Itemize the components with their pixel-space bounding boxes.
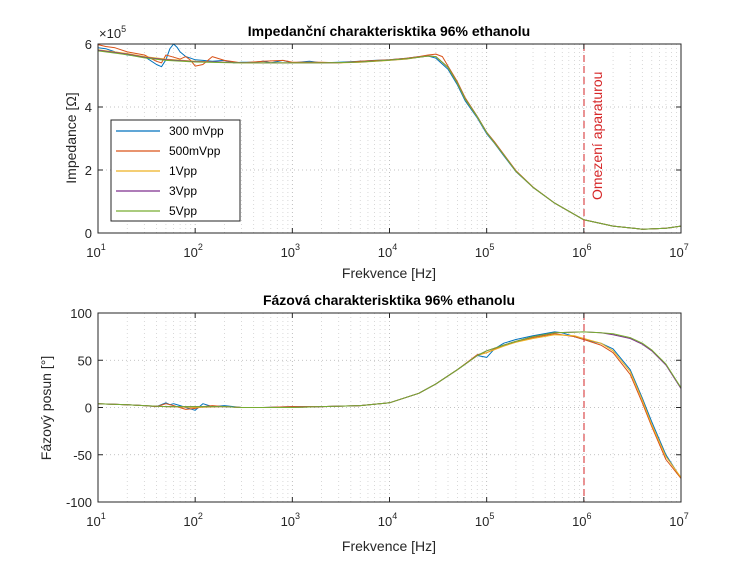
- phase-chart-title: Fázová charakterisktika 96% ethanolu: [263, 292, 515, 308]
- impedance-y-axis-label: Impedance [Ω]: [63, 92, 79, 183]
- legend: 300 mVpp 500mVpp 1Vpp 3Vpp 5Vpp: [110, 119, 241, 222]
- impedance-x-tick-label: 102: [183, 242, 202, 260]
- legend-label: 5Vpp: [169, 204, 197, 218]
- limit-annotation: Omezení aparaturou: [589, 72, 605, 200]
- phase-ticks: 101 102 103 104 105 106 107 -100 -50 0 50 100: [66, 306, 689, 529]
- impedance-y-exponent: ×105: [99, 24, 126, 41]
- impedance-series-lines: [97, 43, 682, 230]
- impedance-series-line: [97, 50, 682, 230]
- phase-y-tick-label: -100: [66, 495, 92, 510]
- impedance-y-tick-label: 0: [85, 226, 92, 241]
- impedance-x-axis-label: Frekvence [Hz]: [342, 265, 436, 281]
- phase-x-tick-label: 103: [281, 511, 300, 529]
- impedance-chart: Omezení aparaturou 101 102 103 104 105 106 107…: [63, 23, 689, 281]
- phase-y-axis-label: Fázový posun [°]: [38, 356, 54, 460]
- impedance-x-tick-label: 103: [281, 242, 300, 260]
- phase-x-tick-label: 104: [378, 511, 397, 529]
- phase-x-tick-label: 107: [669, 511, 688, 529]
- phase-x-axis-label: Frekvence [Hz]: [342, 538, 436, 554]
- phase-x-tick-label: 101: [86, 511, 105, 529]
- impedance-x-tick-label: 107: [669, 242, 688, 260]
- legend-label: 500mVpp: [169, 144, 221, 158]
- impedance-x-tick-label: 105: [475, 242, 494, 260]
- impedance-x-tick-label: 104: [378, 242, 397, 260]
- legend-label: 3Vpp: [169, 184, 197, 198]
- impedance-x-tick-label: 106: [572, 242, 591, 260]
- phase-x-tick-label: 102: [183, 511, 202, 529]
- phase-y-tick-label: 100: [70, 306, 92, 321]
- phase-x-tick-label: 105: [475, 511, 494, 529]
- impedance-y-tick-label: 2: [85, 163, 92, 178]
- phase-chart: 101 102 103 104 105 106 107 -100 -50 0 50 100 Fázov…: [38, 292, 689, 554]
- phase-y-tick-label: 50: [78, 353, 92, 368]
- phase-series-lines: [97, 331, 682, 479]
- phase-series-line: [97, 331, 682, 408]
- impedance-y-tick-label: 6: [85, 37, 92, 52]
- impedance-chart-title: Impedanční charakterisktika 96% ethanolu: [248, 23, 530, 39]
- phase-y-tick-label: 0: [85, 401, 92, 416]
- phase-y-tick-label: -50: [73, 448, 92, 463]
- impedance-y-tick-label: 4: [85, 100, 92, 115]
- impedance-x-tick-label: 101: [86, 242, 105, 260]
- phase-x-tick-label: 106: [572, 511, 591, 529]
- legend-label: 1Vpp: [169, 164, 197, 178]
- impedance-ticks: 101 102 103 104 105 106 107 0 2 4 6: [85, 37, 689, 260]
- legend-label: 300 mVpp: [169, 124, 224, 138]
